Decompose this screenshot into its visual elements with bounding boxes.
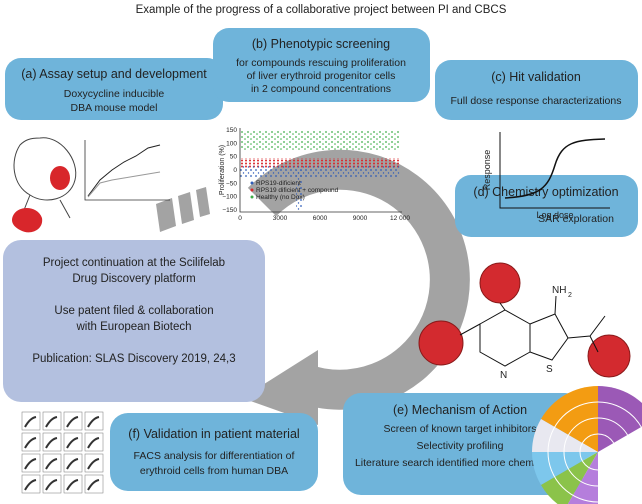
y-axis-label: Proliferation (%) <box>219 145 226 195</box>
y-tick-label: 150 <box>226 127 237 134</box>
facs-cluster <box>66 479 79 491</box>
panel-line: Literature search identified more chemot… <box>355 457 565 469</box>
facs-cluster <box>66 437 79 449</box>
panel-line: of liver erythroid progenitor cells <box>247 70 396 82</box>
panel-line: Selectivity profiling <box>417 440 504 452</box>
mouse-illustration <box>12 137 77 233</box>
facs-cluster <box>24 479 37 491</box>
panel-line: Doxycycline inducible <box>64 88 165 100</box>
summary-line: with European Biotech <box>75 321 191 333</box>
facs-plot <box>63 453 83 473</box>
panel-box <box>5 58 223 120</box>
facs-cluster <box>45 416 58 428</box>
facs-plot <box>84 432 104 452</box>
facs-plot <box>42 432 62 452</box>
atom-label: N <box>500 370 507 381</box>
y-tick-label: −150 <box>222 207 237 214</box>
y-tick-label: 100 <box>226 140 237 147</box>
legend-label: RPS19-dificient <box>256 180 301 187</box>
summary-box <box>3 240 265 402</box>
panel-line: Screen of known target inhibitors <box>384 423 537 435</box>
facs-plot <box>21 432 41 452</box>
facs-plot <box>21 474 41 494</box>
facs-thumbnails <box>21 411 104 494</box>
facs-plot <box>63 432 83 452</box>
facs-plot <box>42 474 62 494</box>
atom-label: S <box>546 364 553 375</box>
x-tick-label: 3000 <box>273 215 288 222</box>
facs-plot <box>84 474 104 494</box>
y-tick-label: −50 <box>226 180 237 187</box>
x-tick-label: 9000 <box>353 215 368 222</box>
panel-box <box>455 175 638 237</box>
y-tick-label: 0 <box>233 167 237 174</box>
panel-box <box>343 393 583 495</box>
facs-cluster <box>45 458 58 470</box>
facs-cluster <box>66 416 79 428</box>
radial-chart <box>532 386 642 504</box>
panel-heading: (d) Chemistry optimization <box>473 185 618 199</box>
panel-heading: (f) Validation in patient material <box>128 427 299 441</box>
growth-chart <box>84 140 170 201</box>
facs-plot <box>63 411 83 431</box>
panel-heading: (c) Hit validation <box>491 70 581 84</box>
panel-line: for compounds rescuing proliferation <box>236 57 406 69</box>
panel-heading: (b) Phenotypic screening <box>252 37 390 51</box>
facs-cluster <box>45 479 58 491</box>
x-tick-label: 6000 <box>313 215 328 222</box>
facs-plot <box>63 474 83 494</box>
facs-plot <box>84 453 104 473</box>
y-tick-label: 50 <box>230 154 238 161</box>
legend-label: RPS19 dificient + compound <box>256 187 339 194</box>
facs-cluster <box>45 437 58 449</box>
legend-marker <box>250 181 254 185</box>
summary-line: Drug Discovery platform <box>72 273 195 285</box>
screen-plot <box>239 128 402 213</box>
panel-heading: (a) Assay setup and development <box>21 67 207 81</box>
facs-plot <box>84 411 104 431</box>
summary-line: Publication: SLAS Discovery 2019, 24,3 <box>32 353 235 365</box>
y-axis-label: Response <box>482 150 492 191</box>
facs-cluster <box>87 416 100 428</box>
facs-plot <box>42 453 62 473</box>
panel-box <box>435 60 638 120</box>
x-tick-label: 0 <box>238 215 242 222</box>
panel-line: FACS analysis for differentiation of <box>134 450 295 462</box>
x-tick-label: 12 000 <box>390 215 410 222</box>
legend-label: Healthy (no Dox) <box>256 194 305 201</box>
legend-marker <box>250 195 254 199</box>
facs-cluster <box>87 458 100 470</box>
facs-cluster <box>24 437 37 449</box>
facs-cluster <box>66 458 79 470</box>
atom-label: 2 <box>568 292 572 299</box>
y-tick-label: −100 <box>222 194 237 201</box>
panel-heading: (e) Mechanism of Action <box>393 403 527 417</box>
facs-cluster <box>24 416 37 428</box>
facs-plot <box>42 411 62 431</box>
panel-line: in 2 compound concentrations <box>251 83 391 95</box>
panel-line: DBA mouse model <box>71 102 158 114</box>
summary-line: Project continuation at the Scilifelab <box>43 257 225 269</box>
panel-line: Full dose response characterizations <box>450 95 621 107</box>
legend-marker <box>250 188 254 192</box>
title: Example of the progress of a collaborati… <box>136 4 507 16</box>
dose-response-plot <box>499 132 610 209</box>
facs-plot <box>21 411 41 431</box>
panel-box <box>110 413 318 491</box>
panel-line: SAR exploration <box>538 213 614 225</box>
facs-plot <box>21 453 41 473</box>
x-axis-label: Log dose <box>536 210 573 220</box>
summary-line: Use patent filed & collaboration <box>54 305 213 317</box>
panel-box <box>213 28 430 102</box>
atom-label: NH <box>552 285 566 296</box>
chemical-structure <box>418 262 631 378</box>
panel-line: erythroid cells from human DBA <box>140 465 288 477</box>
facs-cluster <box>87 437 100 449</box>
facs-cluster <box>24 458 37 470</box>
facs-cluster <box>87 479 100 491</box>
